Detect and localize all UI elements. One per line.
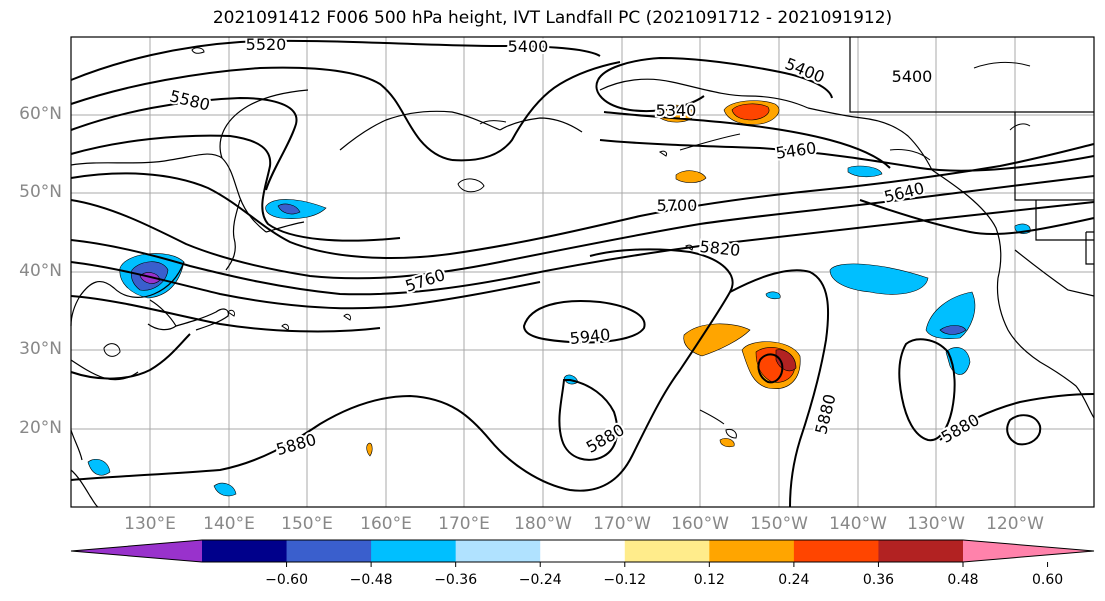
- colorbar-bin: [286, 540, 372, 562]
- colorbar-tick-label: 0.48: [947, 572, 979, 588]
- lat-label: 20°N: [19, 418, 62, 438]
- map-title: 2021091412 F006 500 hPa height, IVT Land…: [212, 8, 893, 28]
- islands: [103, 47, 1031, 439]
- colorbar-tick-label: 0.24: [778, 572, 810, 588]
- lon-label: 160°E: [360, 514, 412, 534]
- lat-label: 30°N: [19, 339, 62, 359]
- colorbar-tick-label: 0.36: [862, 572, 895, 588]
- colorbar-bin: [963, 540, 1094, 562]
- colorbar-bin: [624, 540, 710, 562]
- colorbar-tick-label: 0.60: [1031, 572, 1064, 588]
- lon-label: 150°W: [750, 514, 808, 534]
- colorbar-bin: [71, 540, 202, 562]
- colorbar-bin: [540, 540, 626, 562]
- colorbar-tick-label: −0.60: [265, 572, 308, 588]
- lon-label: 130°W: [907, 514, 965, 534]
- colorbar-tick-label: −0.48: [349, 572, 393, 588]
- lon-label: 170°E: [438, 514, 490, 534]
- lat-label: 40°N: [19, 261, 62, 281]
- contour-label: 5820: [699, 237, 741, 260]
- coastlines: [70, 37, 1095, 508]
- colorbar-bin: [202, 540, 288, 562]
- contour-label: 5520: [246, 35, 287, 54]
- height-contours: [70, 39, 1095, 508]
- colorbar-tick-label: −0.12: [603, 572, 647, 588]
- colorbar-tick-label: −0.36: [434, 572, 478, 588]
- contour-label: 5700: [657, 196, 698, 215]
- lon-label: 170°W: [593, 514, 651, 534]
- lon-label: 160°W: [671, 514, 729, 534]
- contour-label: 5400: [508, 37, 549, 56]
- colorbar-outline: [70, 539, 1095, 563]
- lat-label: 50°N: [19, 182, 62, 202]
- lat-label: 60°N: [19, 104, 62, 124]
- colorbar: [70, 539, 1095, 567]
- colorbar-tick-label: −0.24: [518, 572, 562, 588]
- lon-label: 120°W: [986, 514, 1044, 534]
- ivt-negative-shading: [87, 165, 1031, 497]
- colorbar-tick-label: 0.12: [693, 572, 725, 588]
- lon-label: 140°E: [203, 514, 255, 534]
- lon-label: 180°W: [514, 514, 572, 534]
- colorbar-bin: [455, 540, 541, 562]
- map-frame: [70, 36, 1095, 508]
- colorbar-bin: [709, 540, 795, 562]
- lon-label: 140°W: [829, 514, 887, 534]
- colorbar-bin: [878, 540, 964, 562]
- colorbar-bin: [371, 540, 457, 562]
- contour-label: 5400: [892, 67, 933, 86]
- lon-label: 150°E: [281, 514, 333, 534]
- lon-label: 130°E: [124, 514, 176, 534]
- contour-label: 5340: [656, 101, 697, 120]
- colorbar-bin: [793, 540, 879, 562]
